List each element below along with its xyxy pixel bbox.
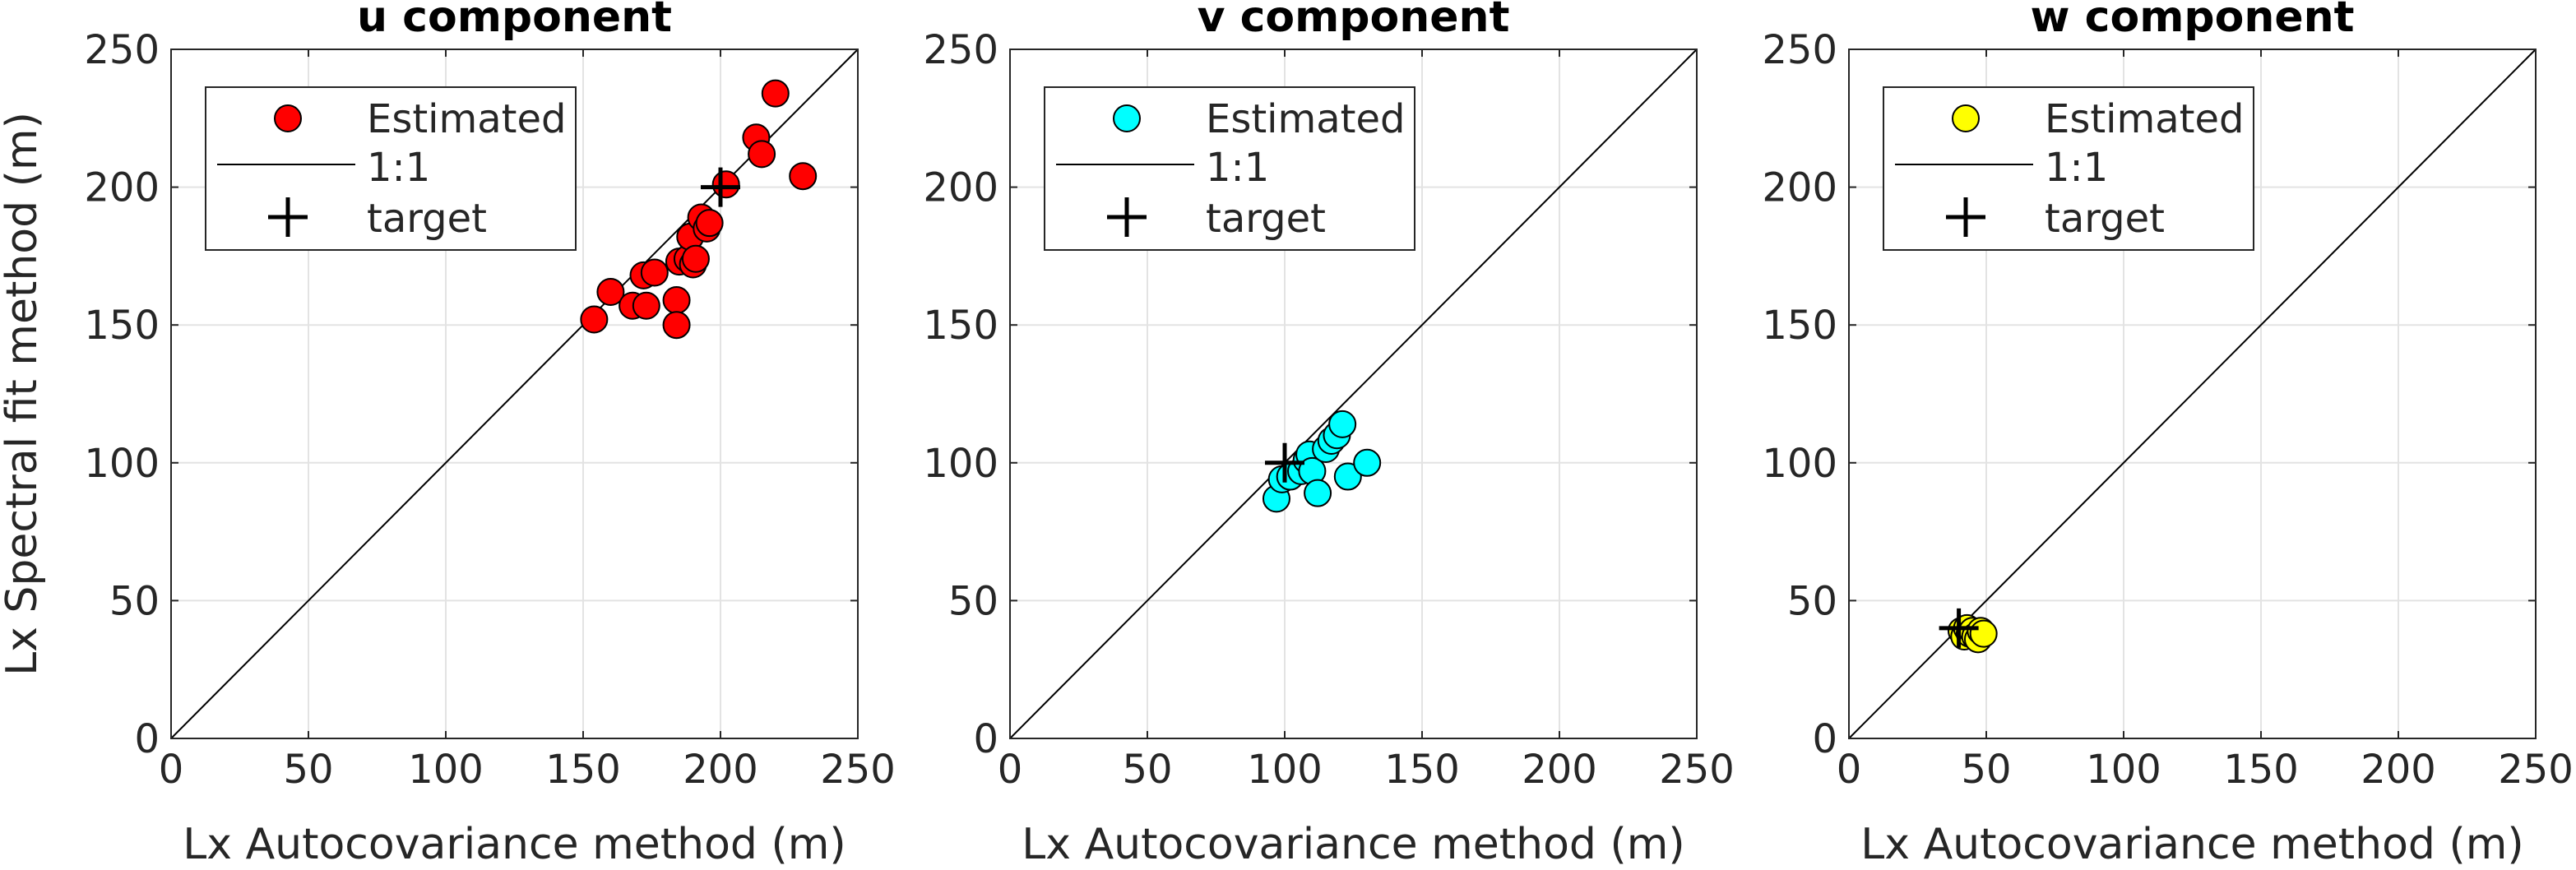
data-point <box>1304 479 1332 507</box>
y-axis-label: Lx Spectral fit method (m) <box>0 112 47 676</box>
y-tick-label: 0 <box>134 716 160 762</box>
axes-box <box>170 49 859 739</box>
y-tick-label: 50 <box>948 578 998 624</box>
y-tick-label: 200 <box>1762 165 1837 211</box>
axes-box <box>1848 49 2537 739</box>
y-tick-label: 50 <box>1787 578 1837 624</box>
x-tick-label: 0 <box>159 747 184 793</box>
data-point <box>662 286 691 315</box>
legend-label-estimated: Estimated <box>1206 96 1405 142</box>
legend-marker-estimated <box>1113 104 1141 132</box>
x-tick-label: 50 <box>1122 747 1172 793</box>
y-tick-label: 150 <box>923 303 998 349</box>
one-to-one-line <box>170 49 859 739</box>
x-tick-label: 200 <box>1522 747 1597 793</box>
legend-label-one-to-one: 1:1 <box>1206 145 1269 191</box>
data-point <box>711 170 740 199</box>
chart-title: w component <box>2031 0 2355 42</box>
x-tick-label: 50 <box>283 747 333 793</box>
y-tick-label: 250 <box>1762 27 1837 73</box>
data-point <box>681 244 710 273</box>
data-point <box>580 305 609 334</box>
legend-label-target: target <box>367 196 487 242</box>
y-tick-label: 150 <box>1762 303 1837 349</box>
legend-label-target: target <box>1206 196 1326 242</box>
x-axis-label: Lx Autocovariance method (m) <box>183 820 846 869</box>
x-tick-label: 200 <box>2361 747 2436 793</box>
chart-panel-1: 00 50 50 100 100 150 150 200 200 250 250 u componen… <box>0 0 896 869</box>
axes-box <box>1009 49 1698 739</box>
data-point <box>662 311 691 340</box>
y-tick-label: 200 <box>84 165 160 211</box>
legend-box <box>1044 86 1415 251</box>
x-tick-label: 250 <box>820 747 896 793</box>
legend-label-one-to-one: 1:1 <box>367 145 430 191</box>
x-tick-label: 250 <box>2498 747 2574 793</box>
y-tick-label: 150 <box>84 303 160 349</box>
one-to-one-line <box>1009 49 1698 739</box>
chart-panel-3: 00 50 50 100 100 150 150 200 200 250 250 w componen… <box>1762 0 2573 869</box>
data-point <box>596 277 625 306</box>
x-axis-label: Lx Autocovariance method (m) <box>1022 820 1684 869</box>
data-point <box>748 140 776 169</box>
x-tick-label: 50 <box>1961 747 2011 793</box>
chart-title: u component <box>357 0 672 42</box>
legend-label-one-to-one: 1:1 <box>2045 145 2108 191</box>
data-point <box>1328 410 1357 438</box>
data-point <box>761 79 790 108</box>
data-point <box>1353 448 1382 477</box>
y-tick-label: 200 <box>923 165 998 211</box>
data-point <box>1333 462 1362 491</box>
data-point <box>695 209 724 238</box>
legend-label-target: target <box>2045 196 2165 242</box>
x-tick-label: 150 <box>2223 747 2299 793</box>
chart-title: v component <box>1198 0 1510 42</box>
y-tick-label: 100 <box>84 441 160 487</box>
x-tick-label: 0 <box>1837 747 1862 793</box>
x-tick-label: 0 <box>998 747 1023 793</box>
data-point <box>789 162 818 191</box>
chart-panel-2: 00 50 50 100 100 150 150 200 200 250 250 v componen… <box>923 0 1734 869</box>
y-tick-label: 250 <box>923 27 998 73</box>
y-tick-label: 0 <box>1812 716 1837 762</box>
y-tick-label: 0 <box>973 716 998 762</box>
y-tick-label: 100 <box>923 441 998 487</box>
x-tick-label: 200 <box>683 747 758 793</box>
x-tick-label: 100 <box>1247 747 1323 793</box>
x-tick-label: 150 <box>545 747 621 793</box>
x-tick-label: 100 <box>2086 747 2161 793</box>
legend-marker-estimated <box>1952 104 1980 132</box>
data-point <box>640 258 669 287</box>
y-tick-label: 50 <box>109 578 160 624</box>
data-point <box>1969 619 1998 648</box>
legend-marker-estimated <box>274 104 302 132</box>
y-tick-label: 100 <box>1762 441 1837 487</box>
x-tick-label: 250 <box>1659 747 1735 793</box>
data-point <box>632 291 660 320</box>
legend-box <box>1883 86 2254 251</box>
legend-label-estimated: Estimated <box>2045 96 2244 142</box>
y-tick-label: 250 <box>84 27 160 73</box>
x-axis-label: Lx Autocovariance method (m) <box>1860 820 2523 869</box>
legend-label-estimated: Estimated <box>367 96 566 142</box>
x-tick-label: 150 <box>1384 747 1460 793</box>
legend-box <box>205 86 577 251</box>
x-tick-label: 100 <box>408 747 484 793</box>
